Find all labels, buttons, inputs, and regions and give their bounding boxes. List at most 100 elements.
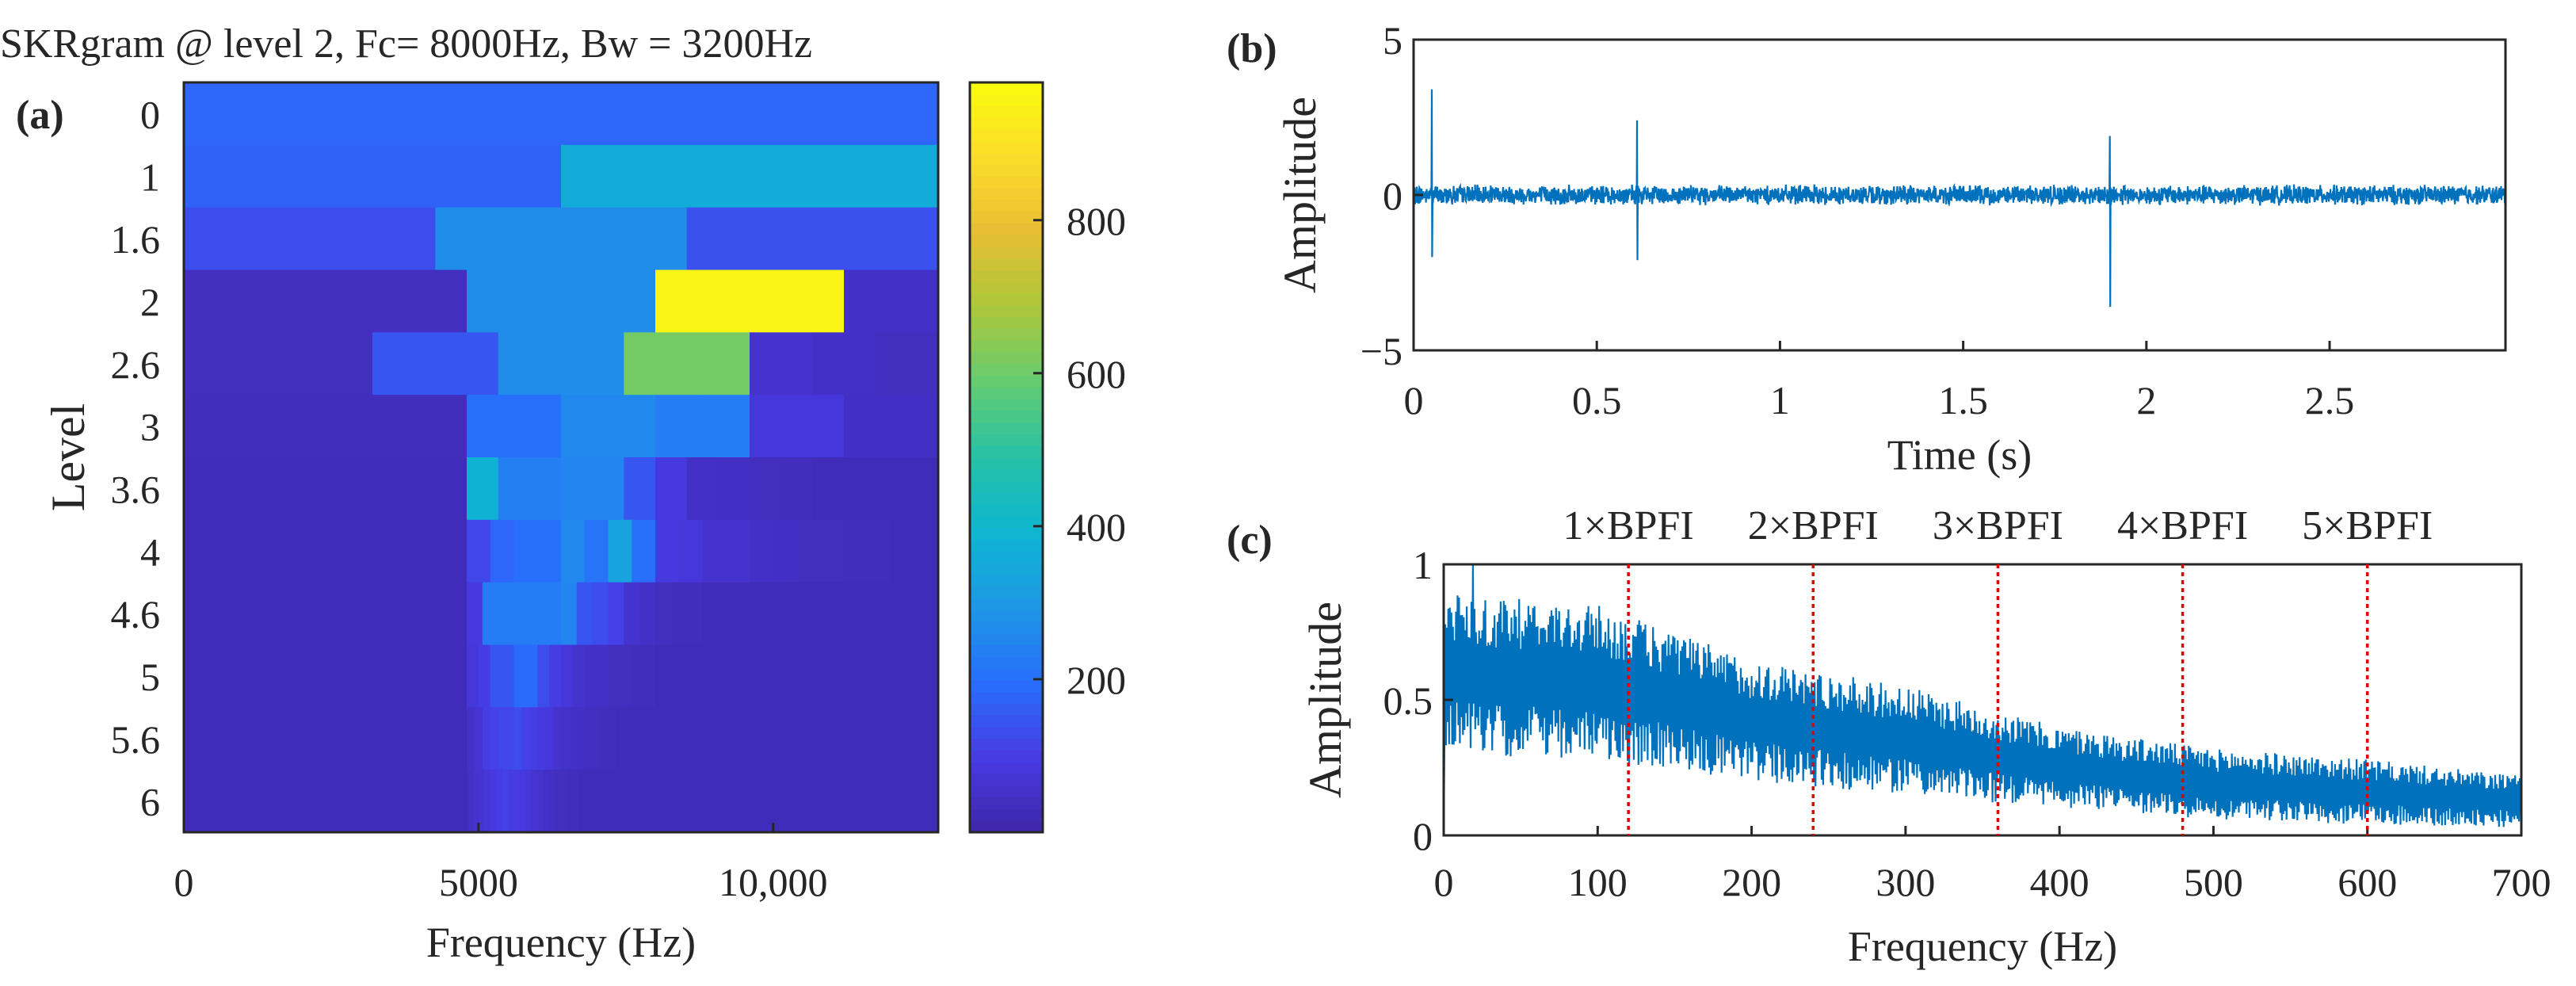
colorbar-segment xyxy=(970,679,1043,693)
heatmap-cell xyxy=(372,395,421,458)
heatmap-cell xyxy=(451,707,460,770)
heatmap-cell xyxy=(702,644,715,708)
time-y-tick-label: 0 xyxy=(1383,174,1402,218)
colorbar-segment xyxy=(970,164,1043,177)
heatmap-cell xyxy=(555,770,562,833)
heatmap-cell xyxy=(482,707,491,770)
colorbar-segment xyxy=(970,586,1043,598)
heatmap-cell xyxy=(349,644,361,708)
heatmap-x-tick-label: 10,000 xyxy=(719,860,828,904)
heatmap-cell xyxy=(685,770,692,833)
heatmap-cell xyxy=(710,707,719,770)
heatmap-cell xyxy=(655,457,688,521)
heatmap-cell xyxy=(567,770,574,833)
heatmap-cell xyxy=(372,770,380,833)
heatmap-cell xyxy=(643,644,656,708)
heatmap-cell xyxy=(561,519,586,583)
colorbar: 200 400 600 800 xyxy=(968,81,1126,834)
heatmap-cell xyxy=(686,332,750,396)
colorbar-segment xyxy=(970,351,1043,365)
heatmap-cell xyxy=(498,332,562,396)
heatmap-cell xyxy=(419,644,432,708)
heatmap-cell xyxy=(773,644,786,708)
colorbar-segment xyxy=(970,328,1043,341)
heatmap-cell xyxy=(435,332,499,396)
heatmap-cell xyxy=(337,644,349,708)
heatmap-cell xyxy=(260,770,267,833)
heatmap-cell xyxy=(184,395,232,458)
heatmap-cell xyxy=(926,770,933,833)
heatmap-cell xyxy=(184,82,939,146)
heatmap-cell xyxy=(796,582,813,646)
heatmap-cell xyxy=(508,770,515,833)
heatmap-cell xyxy=(796,644,809,708)
heatmap-cell xyxy=(380,707,389,770)
colorbar-segment xyxy=(970,211,1043,224)
heatmap-cell xyxy=(780,582,798,646)
heatmap-cell xyxy=(755,770,762,833)
heatmap-cell xyxy=(779,770,786,833)
heatmap-cell xyxy=(354,770,361,833)
heatmap-cell xyxy=(289,644,303,708)
heatmap-cell xyxy=(325,707,334,770)
heatmap-cell xyxy=(750,644,762,708)
heatmap-cell xyxy=(844,770,851,833)
heatmap-cell xyxy=(387,707,397,770)
heatmap-cell xyxy=(761,644,774,708)
heatmap-cell xyxy=(828,582,845,646)
heatmap-cell xyxy=(372,269,467,333)
heatmap-cell xyxy=(191,707,200,770)
spectrum-x-tick-label: 300 xyxy=(1876,860,1935,904)
heatmap-cell xyxy=(738,644,750,708)
heatmap-cell xyxy=(266,644,279,708)
heatmap-cell xyxy=(832,644,845,708)
heatmap-cell xyxy=(225,770,232,833)
colorbar-segment xyxy=(970,762,1043,774)
colorbar-segment xyxy=(970,750,1043,762)
heatmap-cell xyxy=(906,582,923,646)
heatmap-cell xyxy=(828,707,837,770)
spectrum-y-tick-label: 0 xyxy=(1413,814,1433,858)
heatmap-cell xyxy=(451,582,467,646)
heatmap-cell xyxy=(820,707,829,770)
heatmap-cell xyxy=(708,770,715,833)
heatmap-cell xyxy=(891,519,915,583)
heatmap-cell xyxy=(309,207,436,271)
spectrum-x-tick-label: 200 xyxy=(1722,860,1781,904)
heatmap-cell xyxy=(403,457,436,521)
heatmap-cell xyxy=(639,707,648,770)
heatmap-cell xyxy=(836,707,845,770)
time-y-tick-label: 5 xyxy=(1383,18,1402,63)
heatmap-cell xyxy=(867,707,876,770)
heatmap-cell xyxy=(419,395,467,458)
heatmap-cell xyxy=(278,519,303,583)
heatmap-cell xyxy=(366,770,373,833)
heatmap-cell xyxy=(498,582,515,646)
heatmap-cell xyxy=(926,644,939,708)
heatmap-cell xyxy=(637,770,644,833)
colorbar-segment xyxy=(970,140,1043,154)
heatmap-cell xyxy=(195,644,208,708)
heatmap-cell xyxy=(572,770,579,833)
heatmap-cell xyxy=(765,582,782,646)
heatmap-cell xyxy=(773,519,798,583)
heatmap-cell xyxy=(184,207,311,271)
heatmap-cell xyxy=(502,644,515,708)
heatmap-cell xyxy=(757,707,766,770)
heatmap-cell xyxy=(513,707,523,770)
heatmap-cell xyxy=(431,644,444,708)
heatmap-cell xyxy=(313,644,326,708)
heatmap-cell xyxy=(780,707,790,770)
heatmap-cell xyxy=(467,644,479,708)
heatmap-cell xyxy=(726,770,733,833)
heatmap-cell xyxy=(673,770,680,833)
colorbar-segment xyxy=(970,399,1043,411)
heatmap-cell xyxy=(750,269,845,333)
heatmap-cell xyxy=(624,582,640,646)
heatmap-cell xyxy=(543,770,550,833)
heatmap-cell xyxy=(460,770,467,833)
heatmap-cell xyxy=(784,644,798,708)
heatmap-cell xyxy=(600,707,609,770)
heatmap-cell xyxy=(714,644,727,708)
heatmap-cell xyxy=(184,707,193,770)
